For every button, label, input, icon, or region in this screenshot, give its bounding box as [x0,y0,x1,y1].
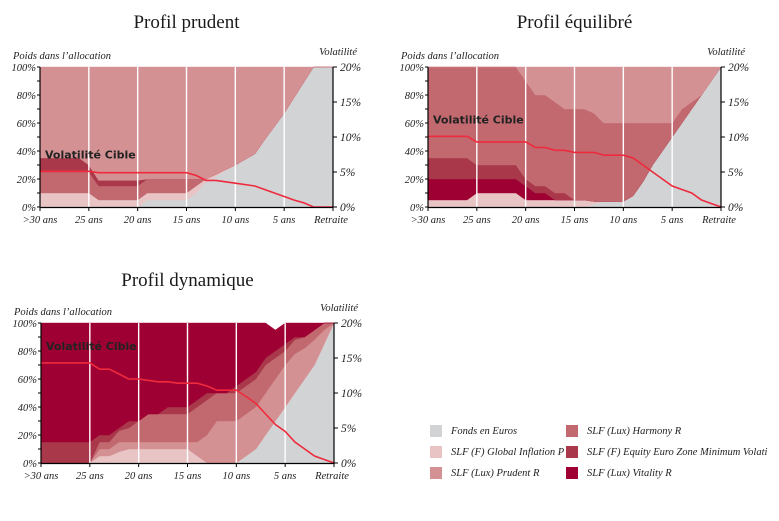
y-tick-label-right: 15% [340,97,361,109]
chart-title-equilibre: Profil équilibré [516,12,633,33]
y-tick-label-right: 10% [728,132,749,144]
y-tick-label-left: 80% [17,91,37,102]
chart-prudent: Volatilité Cible 0% 20% 40% 60% 80% 100% 0% 5% 10… [12,47,362,226]
y-tick-label-right: 20% [341,318,362,330]
legend-label: SLF (Lux) Harmony R [587,425,682,437]
y-axis-title-right: Volatilité [707,47,746,58]
y-tick-label-left: 100% [12,63,37,74]
x-tick-label: 10 ans [221,215,249,226]
chart-dynamique: Volatilité Cible 0% 20% 40% 60% 80% 100% 0% 5% 10… [13,303,363,482]
y-tick-label-left: 80% [405,91,425,102]
legend: Fonds en Euros SLF (F) Global Inflation … [430,423,779,483]
legend-swatch [566,467,578,479]
y-tick-label-right: 5% [728,167,743,179]
legend-label: SLF (Lux) Prudent R [451,467,540,479]
y-tick-label-left: 20% [18,431,38,442]
x-tick-label: Retraite [701,215,736,226]
y-tick-label-left: 40% [405,147,425,158]
y-axis-title-left: Poids dans l’allocation [400,51,499,62]
x-tick-label: Retraite [314,471,349,482]
legend-item-fonds-euros: Fonds en Euros [430,425,517,437]
y-tick-label-left: 0% [23,459,37,470]
x-tick-label: 25 ans [463,215,491,226]
y-tick-label-left: 40% [17,147,37,158]
y-tick-label-right: 10% [340,132,361,144]
target-volatility-label: Volatilité Cible [46,340,137,353]
y-tick-label-left: 20% [17,175,37,186]
legend-label: SLF (F) Global Inflation P [451,446,565,458]
target-volatility-label: Volatilité Cible [433,113,524,126]
x-tick-label: 5 ans [273,215,295,226]
y-tick-label-left: 0% [22,203,36,214]
y-tick-label-right: 10% [341,388,362,400]
legend-label: Fonds en Euros [451,425,518,437]
legend-item-prudent: SLF (Lux) Prudent R [430,467,539,479]
x-tick-label: 20 ans [512,215,540,226]
y-tick-label-right: 5% [340,167,355,179]
y-tick-label-right: 20% [728,62,749,74]
legend-item-global-inflation: SLF (F) Global Inflation P [430,446,564,458]
chart-title-dynamique: Profil dynamique [121,270,254,291]
y-tick-label-left: 40% [18,403,38,414]
x-tick-label: >30 ans [411,215,446,226]
x-tick-label: 20 ans [124,215,152,226]
volatility-line [428,135,722,208]
x-tick-label: 15 ans [174,471,202,482]
y-tick-label-right: 15% [341,353,362,365]
legend-item-equity-min-vol: SLF (F) Equity Euro Zone Minimum Volati [566,446,767,458]
x-tick-label: 25 ans [76,471,104,482]
legend-item-harmony: SLF (Lux) Harmony R [566,425,681,437]
x-tick-label: 10 ans [222,471,250,482]
legend-swatch [566,446,578,458]
x-tick-label: 15 ans [561,215,589,226]
y-axis-title-left: Poids dans l’allocation [13,307,112,318]
legend-item-vitality: SLF (Lux) Vitality R [566,467,672,479]
x-tick-label: Retraite [313,215,348,226]
chart-title-prudent: Profil prudent [133,12,240,33]
legend-swatch [430,467,442,479]
legend-label: SLF (F) Equity Euro Zone Minimum Volati [587,446,768,458]
y-tick-label-left: 60% [18,375,38,386]
y-tick-label-left: 60% [405,119,425,130]
x-tick-label: 10 ans [609,215,637,226]
target-volatility-label: Volatilité Cible [45,148,136,161]
y-tick-label-left: 60% [17,119,37,130]
y-tick-label-right: 5% [341,423,356,435]
y-tick-label-left: 0% [410,203,424,214]
x-tick-label: 25 ans [75,215,103,226]
y-tick-label-right: 0% [341,458,356,470]
y-tick-label-left: 100% [400,63,425,74]
chart-equilibre: Volatilité Cible 0% 20% 40% 60% 80% 100% 0% 5% 10… [400,47,750,226]
y-axis-title-left: Poids dans l’allocation [12,51,111,62]
y-axis-title-right: Volatilité [320,303,359,314]
x-tick-label: >30 ans [24,471,59,482]
y-tick-label-left: 80% [18,347,38,358]
x-tick-label: 20 ans [125,471,153,482]
y-axis-title-right: Volatilité [319,47,358,58]
y-tick-label-right: 20% [340,62,361,74]
volatility-line [40,170,333,208]
y-tick-label-right: 15% [728,97,749,109]
y-tick-label-right: 0% [340,202,355,214]
y-tick-label-left: 20% [405,175,425,186]
legend-swatch [430,446,442,458]
legend-swatch [566,425,578,437]
x-tick-label: 5 ans [661,215,683,226]
legend-label: SLF (Lux) Vitality R [587,467,672,479]
y-tick-label-left: 100% [13,319,38,330]
y-tick-label-right: 0% [728,202,743,214]
x-tick-label: 5 ans [274,471,296,482]
legend-swatch [430,425,442,437]
x-tick-label: 15 ans [173,215,201,226]
volatility-line [41,362,335,464]
x-tick-label: >30 ans [23,215,58,226]
